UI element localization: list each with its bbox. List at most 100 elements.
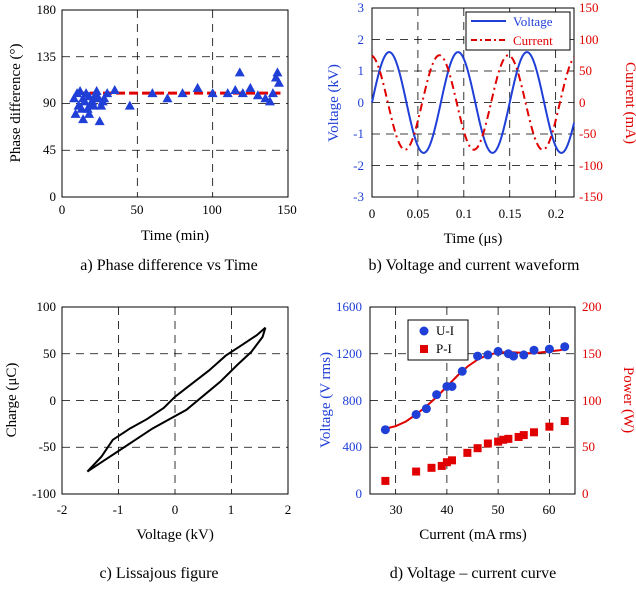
pi-point bbox=[442, 458, 451, 467]
pi-point bbox=[381, 476, 390, 485]
legend-ui-label: U-I bbox=[436, 323, 454, 338]
panel-c: -100 -50 0 50 100 -2 -1 0 1 2 Voltage (k… bbox=[4, 299, 291, 582]
ui-point bbox=[432, 390, 442, 400]
triangle-point bbox=[82, 103, 93, 113]
ytick-right-b: -50 bbox=[579, 126, 596, 141]
pi-point bbox=[448, 456, 456, 465]
ytick-a: 180 bbox=[37, 2, 57, 17]
ytick-right-b: 100 bbox=[579, 32, 599, 47]
legend-pi-swatch bbox=[420, 345, 428, 353]
y-axis-right-label-b: Current (mA) bbox=[622, 62, 636, 144]
yticks-c: -100 -50 0 50 100 bbox=[32, 299, 56, 501]
pi-point bbox=[427, 463, 436, 472]
ui-point bbox=[544, 344, 554, 354]
xtick-b: 0.2 bbox=[548, 206, 564, 221]
xtick-b: 0.05 bbox=[407, 206, 430, 221]
pi-point bbox=[473, 444, 482, 453]
ytick-left-b: -3 bbox=[353, 189, 364, 204]
legend-pi-label: P-I bbox=[436, 341, 452, 356]
ytick-c: 0 bbox=[50, 393, 57, 408]
triangle-point bbox=[109, 84, 120, 94]
triangle-point bbox=[234, 67, 245, 77]
xticks-d: 30 40 50 60 bbox=[390, 502, 556, 517]
x-axis-label-a: Time (min) bbox=[141, 228, 209, 244]
legend-box-d bbox=[407, 319, 469, 361]
caption-d: d) Voltage – current curve bbox=[390, 565, 556, 582]
legend-box-b bbox=[465, 11, 571, 51]
triangle-point bbox=[84, 108, 95, 118]
data-marks-d bbox=[380, 342, 570, 485]
y-axis-left-label-b: Voltage (kV) bbox=[326, 64, 342, 142]
lissajous-lower-branch bbox=[86, 327, 267, 473]
ytick-a: 0 bbox=[50, 189, 57, 204]
xtick-d: 30 bbox=[390, 502, 403, 517]
pi-point bbox=[560, 417, 569, 426]
xtick-d: 50 bbox=[492, 502, 505, 517]
xtick-a: 0 bbox=[59, 202, 66, 217]
y-axis-label-a: Phase difference (°) bbox=[8, 43, 24, 162]
pi-point bbox=[530, 428, 538, 437]
xtick-c: 0 bbox=[172, 502, 179, 517]
triangle-point bbox=[162, 93, 173, 103]
triangle-point bbox=[94, 116, 105, 126]
yticks-a: 0 45 90 135 180 bbox=[37, 2, 57, 204]
ytick-left-b: 0 bbox=[358, 95, 365, 110]
xtick-d: 40 bbox=[441, 502, 454, 517]
triangle-point bbox=[69, 93, 80, 103]
pi-point bbox=[514, 432, 523, 441]
pi-point bbox=[499, 435, 508, 444]
ytick-right-d: 100 bbox=[582, 393, 602, 408]
legend-voltage-label: Voltage bbox=[513, 14, 553, 29]
triangle-point bbox=[99, 93, 110, 103]
x-axis-label-c: Voltage (kV) bbox=[136, 527, 214, 543]
triangle-point bbox=[237, 88, 248, 98]
grid-d bbox=[370, 307, 575, 494]
xticks-b: 0 0.05 0.1 0.15 0.2 bbox=[369, 206, 564, 221]
triangle-point bbox=[260, 93, 271, 103]
ytick-right-b: 50 bbox=[579, 63, 592, 78]
ytick-a: 90 bbox=[43, 95, 56, 110]
ytick-right-d: 200 bbox=[582, 299, 602, 314]
xtick-a: 50 bbox=[131, 202, 144, 217]
ytick-left-d: 1200 bbox=[336, 346, 362, 361]
ytick-left-b: 2 bbox=[358, 32, 365, 47]
ytick-right-b: -150 bbox=[579, 189, 603, 204]
ytick-left-b: 1 bbox=[358, 63, 365, 78]
plot-frame-a bbox=[61, 9, 289, 198]
y-axis-label-c: Charge (μC) bbox=[4, 363, 20, 438]
ytick-right-b: 150 bbox=[579, 0, 599, 15]
ui-point bbox=[483, 350, 493, 360]
triangle-point bbox=[78, 114, 89, 124]
x-axis-label-d: Current (mA rms) bbox=[419, 527, 526, 543]
yticks-right-d: 0 50 100 150 200 bbox=[582, 299, 602, 501]
plot-frame-d bbox=[369, 306, 576, 495]
pi-point bbox=[412, 467, 421, 476]
xtick-b: 0.15 bbox=[499, 206, 522, 221]
triangle-point bbox=[70, 108, 81, 118]
pi-point bbox=[483, 439, 492, 448]
triangle-point bbox=[222, 88, 233, 98]
ytick-c: 100 bbox=[37, 299, 57, 314]
triangle-point bbox=[88, 100, 99, 110]
ui-point bbox=[457, 366, 467, 376]
y-axis-right-label-d: Power (W) bbox=[620, 367, 636, 433]
yticks-right-b: -150 -100 -50 0 50 100 150 bbox=[579, 0, 603, 204]
current-waveform bbox=[371, 54, 575, 151]
triangle-point bbox=[252, 90, 263, 100]
triangle-point bbox=[207, 88, 218, 98]
ui-point bbox=[411, 410, 421, 420]
ytick-right-b: -100 bbox=[579, 158, 603, 173]
triangle-point bbox=[273, 77, 284, 87]
ytick-left-b: 3 bbox=[358, 0, 365, 15]
grid-a bbox=[62, 10, 288, 197]
xtick-c: 1 bbox=[228, 502, 235, 517]
ytick-left-d: 1600 bbox=[336, 299, 362, 314]
panel-a: 0 45 90 135 180 0 50 100 150 Time (min) … bbox=[8, 2, 297, 274]
xtick-c: -2 bbox=[57, 502, 68, 517]
caption-b: b) Voltage and current waveform bbox=[369, 257, 580, 274]
pi-point bbox=[437, 461, 446, 470]
caption-a: a) Phase difference vs Time bbox=[80, 257, 257, 274]
triangle-point bbox=[102, 88, 113, 98]
triangle-point bbox=[245, 82, 256, 92]
